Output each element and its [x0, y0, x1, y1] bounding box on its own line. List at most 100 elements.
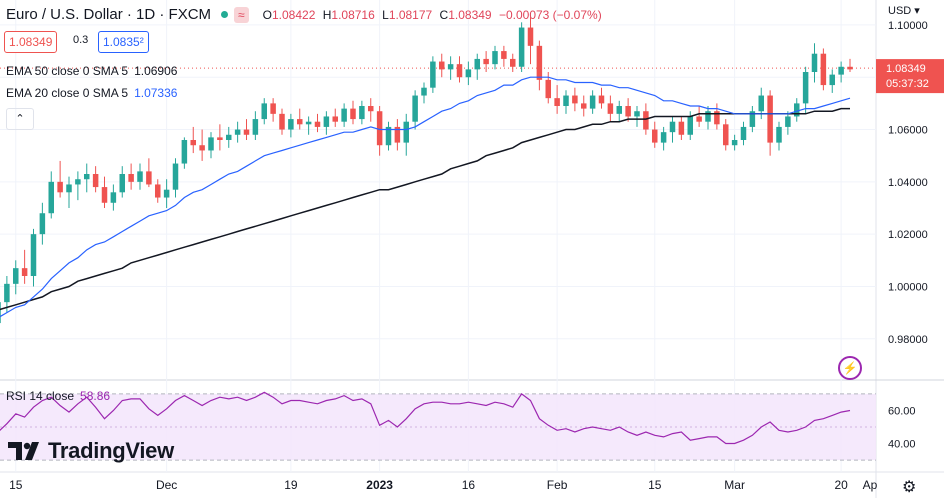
ema20-label: EMA 20 close 0 SMA 5 [6, 86, 129, 100]
candles [0, 17, 853, 324]
candle-body [651, 129, 658, 143]
candle-body [57, 181, 63, 193]
ema50-value: 1.06906 [134, 64, 178, 78]
candle-body [625, 106, 631, 117]
candle-body [154, 184, 161, 198]
candle-body [119, 174, 126, 193]
candle-body [101, 187, 108, 203]
data-delay-badge[interactable]: ≈ [234, 6, 249, 23]
candle-body [722, 124, 729, 146]
candle-body [749, 111, 756, 127]
candle-body [66, 184, 72, 193]
candle-body [554, 98, 560, 106]
candle-body [4, 283, 10, 303]
lightning-icon[interactable]: ⚡ [838, 356, 862, 380]
symbol-title[interactable]: Euro / U.S. Dollar · 1D · FXCM [6, 6, 212, 23]
tradingview-logo[interactable]: TradingView [8, 438, 174, 464]
buy-price-button[interactable]: 1.0835² [98, 31, 149, 53]
candle-body [687, 116, 694, 135]
high-value: 1.08716 [331, 7, 375, 22]
time-tick-label: 19 [284, 478, 298, 492]
change-value: −0.00073 (−0.07%) [498, 7, 602, 22]
close-label: C [439, 7, 449, 22]
time-tick-label: Feb [547, 478, 568, 492]
candle-body [332, 116, 339, 122]
candle-body [527, 27, 534, 46]
ema50-line [0, 107, 850, 311]
candle-body [616, 106, 623, 114]
price-tick-label: 1.00000 [888, 281, 928, 293]
candle-body [838, 66, 844, 75]
candle-body [128, 174, 134, 182]
price-tick-label: 0.98000 [888, 334, 928, 346]
candle-body [146, 171, 152, 185]
candle-body [48, 181, 55, 214]
candle-body [438, 61, 445, 70]
candle-body [421, 87, 427, 96]
candle-body [270, 103, 276, 114]
gear-icon[interactable]: ⚙ [902, 479, 917, 496]
spread-value: 0.3 [73, 34, 89, 46]
candle-body [83, 174, 90, 180]
ema50-label: EMA 50 close 0 SMA 5 [6, 64, 129, 78]
candle-body [137, 171, 143, 182]
candle-body [474, 58, 481, 70]
candle-body [705, 111, 711, 122]
candle-body [385, 126, 392, 146]
candle-body [829, 74, 836, 86]
candle-body [367, 106, 374, 112]
low-value: 1.08177 [388, 7, 433, 22]
candle-body [341, 108, 347, 122]
candle-body [731, 140, 738, 146]
ema50-legend[interactable]: EMA 50 close 0 SMA 5 1.06906 [6, 64, 177, 78]
high-label: H [322, 7, 332, 22]
candle-body [12, 268, 19, 284]
price-tick-label: 1.02000 [888, 229, 928, 241]
price-tick-label: 1.06000 [888, 125, 928, 137]
ohlc-values: O1.08422 H1.08716 L1.08177 C1.08349 −0.0… [263, 8, 606, 22]
candle-body [572, 95, 578, 104]
time-tick-label: Mar [724, 478, 745, 492]
candle-body [234, 129, 241, 135]
candle-body [376, 111, 383, 146]
collapse-legend-button[interactable]: ⌃ [6, 108, 34, 130]
market-open-dot [221, 11, 229, 18]
candle-body [483, 58, 489, 65]
candle-body [589, 95, 596, 109]
candle-body [243, 129, 250, 135]
candle-body [660, 132, 667, 143]
candle-body [607, 103, 614, 114]
candle-body [110, 192, 117, 203]
time-tick-label: 2023 [366, 478, 393, 492]
price-tick-label: 1.10000 [888, 20, 928, 32]
candle-body [359, 106, 365, 120]
candle-body [545, 79, 552, 99]
rsi-tick-label: 60.00 [888, 405, 916, 417]
candle-body [509, 58, 516, 67]
candle-body [740, 126, 747, 140]
candle-body [793, 103, 800, 117]
candle-body [412, 95, 418, 122]
candle-body [492, 51, 498, 65]
candle-body [75, 179, 81, 185]
candle-body [208, 137, 214, 151]
candle-body [394, 126, 401, 143]
candle-body [767, 95, 773, 143]
candle-body [820, 53, 827, 86]
candle-body [199, 145, 205, 151]
candle-body [305, 121, 312, 125]
ema20-legend[interactable]: EMA 20 close 0 SMA 5 1.07336 [6, 86, 177, 100]
rsi-line [0, 391, 851, 445]
currency-selector[interactable]: USD ▾ [888, 5, 920, 17]
candle-body [261, 103, 268, 120]
candle-body [447, 64, 454, 70]
rsi-legend[interactable]: RSI 14 close 58.86 [6, 389, 110, 403]
time-tick-label: 20 [834, 478, 848, 492]
chart-header: Euro / U.S. Dollar · 1D · FXCM ≈ O1.0842… [6, 6, 606, 23]
candle-body [501, 51, 507, 59]
sell-price-button[interactable]: 1.08349 [4, 31, 58, 53]
candle-body [296, 119, 303, 125]
ema20-line [0, 76, 851, 318]
candle-body [314, 121, 321, 127]
